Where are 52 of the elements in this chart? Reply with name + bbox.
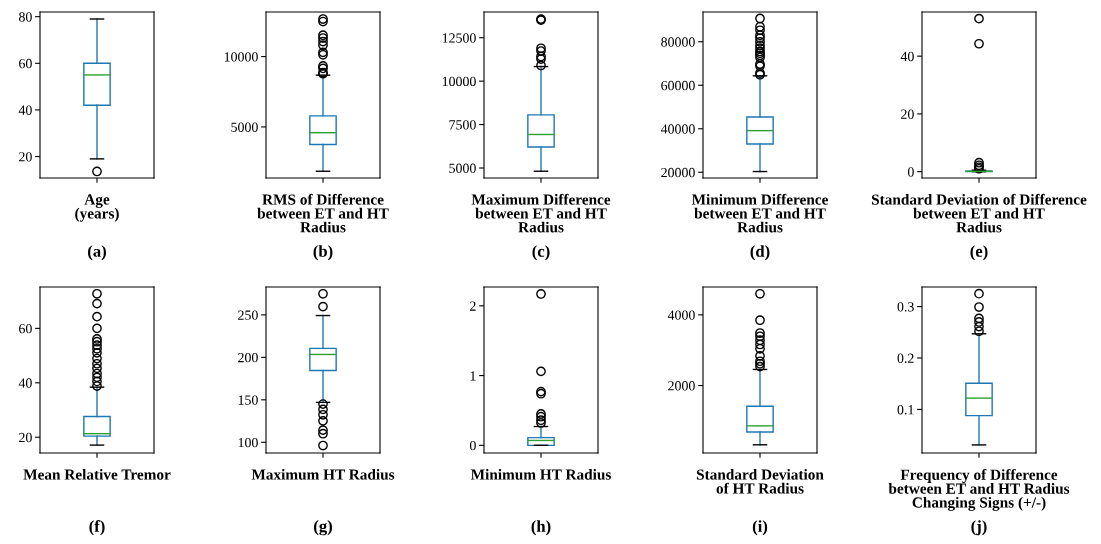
y-tick-label: 0 (907, 167, 914, 177)
text: (g) (314, 520, 332, 536)
text: (e) (970, 245, 988, 261)
y-tick-label: 2 (470, 301, 476, 311)
y-tick-label: 1 (470, 371, 476, 381)
y-tick-label: 10000 (442, 76, 476, 87)
x-axis-title: Maximum Difference between ET and HT Radius (471, 193, 611, 233)
y-tick-label: 100 (238, 437, 258, 448)
y-tick-label: 0.1 (897, 405, 914, 415)
y-tick-label: 40 (18, 105, 32, 115)
y-tick-label: 0 (469, 440, 476, 451)
y-tick-label: 60 (19, 58, 32, 69)
text: (c) (532, 245, 550, 261)
x-axis-title: Standard Deviation of HT Radius (696, 468, 824, 494)
y-tick-label: 20 (19, 432, 32, 443)
y-tick-label: 40 (18, 378, 32, 388)
y-tick-label: 20000 (661, 167, 695, 178)
y-tick-label: 7500 (449, 120, 476, 130)
y-tick-label: 12500 (442, 33, 476, 43)
y-tick-label: 5000 (231, 122, 258, 132)
x-axis-title: RMS of Difference between ET and HT Radius (257, 193, 389, 233)
y-tick-label: 0.2 (897, 353, 914, 363)
y-tick-label: 40 (900, 51, 914, 62)
y-tick-label: 10000 (224, 52, 258, 62)
text: (f) (89, 520, 105, 536)
x-axis-title: Minimum Difference between ET and HT Radius (691, 193, 828, 233)
x-axis-title: Maximum HT Radius (251, 468, 395, 480)
y-tick-label: 80000 (661, 37, 695, 47)
text: (j) (971, 520, 987, 536)
y-tick-label: 20 (19, 152, 32, 162)
x-axis-title: Minimum HT Radius (470, 468, 611, 480)
y-tick-label: 60 (19, 323, 32, 334)
y-tick-label: 80 (19, 12, 32, 22)
y-tick-label: 0.3 (897, 302, 914, 312)
x-axis-title: Mean Relative Tremor (23, 468, 171, 480)
y-tick-label: 250 (238, 310, 258, 320)
y-tick-label: 60000 (661, 80, 695, 91)
text: (a) (88, 245, 106, 261)
y-tick-label: 200 (238, 352, 258, 363)
y-tick-label: 20 (901, 109, 914, 119)
y-tick-label: 2000 (668, 381, 695, 391)
x-axis-title: Age (years) (75, 194, 119, 222)
text: (d) (750, 245, 770, 261)
y-tick-label: 40000 (660, 124, 695, 134)
y-tick-label: 150 (238, 395, 258, 405)
x-axis-title: Standard Deviation of Difference between ET and HT Radius (871, 193, 1087, 233)
text: (b) (313, 245, 333, 261)
text: (h) (531, 520, 551, 536)
y-tick-label: 5000 (449, 163, 476, 173)
x-axis-title: Frequency of Difference between ET and HT Radius Changing Signs (+/-) (888, 468, 1070, 511)
y-tick-label: 4000 (667, 310, 695, 320)
text: (i) (752, 520, 768, 536)
